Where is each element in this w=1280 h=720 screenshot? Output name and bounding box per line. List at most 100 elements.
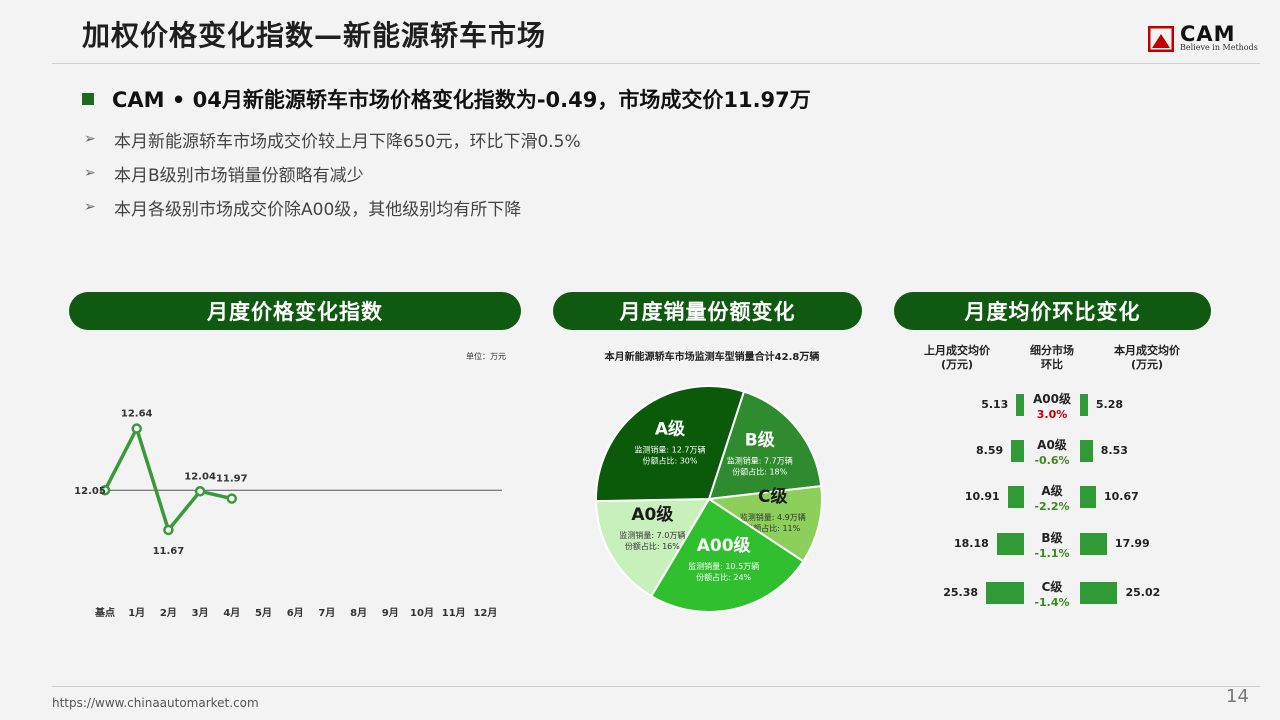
pie-slice xyxy=(595,385,746,503)
slice-volume-label: 监测销量: 7.0万辆 xyxy=(619,530,685,540)
prev-price-label: 18.18 xyxy=(953,537,989,550)
segment-change: -1.1% xyxy=(1034,547,1070,560)
curr-price-bar xyxy=(1080,486,1096,508)
bullet-list: ➢ 本月新能源轿车市场成交价较上月下降650元，环比下滑0.5% ➢ 本月B级别市场… xyxy=(84,122,581,224)
x-tick-label: 8月 xyxy=(350,607,367,619)
curr-price-label: 10.67 xyxy=(1103,490,1139,503)
segment-change: -0.6% xyxy=(1034,454,1070,467)
segment-label: A00级 3.0% xyxy=(1022,392,1082,422)
bullet-text: 本月新能源轿车市场成交价较上月下降650元，环比下滑0.5% xyxy=(114,131,581,152)
slice-name-label: B级 xyxy=(745,430,775,451)
data-point xyxy=(226,493,238,504)
pie-slice xyxy=(649,497,805,613)
slice-volume-label: 监测销量: 4.9万辆 xyxy=(740,512,806,522)
curr-price-label: 17.99 xyxy=(1114,537,1150,550)
prev-price-bar xyxy=(1011,440,1024,462)
curr-price-label: 8.53 xyxy=(1100,444,1128,457)
pie-slice xyxy=(707,390,823,501)
slice-name-label: A0级 xyxy=(631,504,673,525)
x-tick-label: 2月 xyxy=(160,607,177,619)
slice-name-label: A00级 xyxy=(697,535,751,556)
x-tick-label: 7月 xyxy=(318,607,335,619)
data-label: 12.05 xyxy=(74,486,106,497)
segment-name: B级 xyxy=(1041,531,1063,545)
footer-url: https://www.chinaautomarket.com xyxy=(52,696,259,710)
price-index-line-chart: 12.05 12.64 11.67 12.04 11.97 基点 1月 2月 3月 4月 5月 6月 7… xyxy=(74,409,502,619)
arrow-bullet-icon: ➢ xyxy=(84,199,96,215)
segment-name: A0级 xyxy=(1037,438,1067,452)
cam-logo: CAM Believe in Methods xyxy=(1148,22,1258,54)
prev-price-bar xyxy=(986,582,1024,604)
unit-note: 单位：万元 xyxy=(466,352,506,361)
section-title-index: 月度价格变化指数 xyxy=(69,292,521,330)
segment-label: B级 -1.1% xyxy=(1022,531,1082,561)
bullet-text: 本月B级别市场销量份额略有减少 xyxy=(114,165,364,186)
logo-tagline: Believe in Methods xyxy=(1180,43,1258,52)
x-tick-label: 10月 xyxy=(410,607,434,619)
data-label: 12.04 xyxy=(184,471,216,482)
arrow-bullet-icon: ➢ xyxy=(84,131,96,147)
slice-share-label: 份额占比: 24% xyxy=(696,572,751,582)
section-title-avgprice: 月度均价环比变化 xyxy=(894,292,1211,330)
x-tick-label: 9月 xyxy=(382,607,399,619)
page-number: 14 xyxy=(1226,686,1249,707)
slice-volume-label: 监测销量: 12.7万辆 xyxy=(634,444,705,454)
segment-change: -1.4% xyxy=(1034,596,1070,609)
cam-logo-icon xyxy=(1148,26,1174,52)
segment-change: -2.2% xyxy=(1034,500,1070,513)
data-label: 11.67 xyxy=(153,546,185,557)
curr-price-label: 5.28 xyxy=(1095,398,1124,411)
footer-divider xyxy=(52,686,1260,687)
prev-price-bar xyxy=(1016,394,1024,416)
slice-share-label: 份额占比: 11% xyxy=(745,523,800,533)
bullet-item: ➢ 本月各级别市场成交价除A00级，其他级别均有所下降 xyxy=(84,190,581,224)
header-prev-avg: 上月成交均价 (万元) xyxy=(924,344,990,371)
header-segment: 细分市场 环比 xyxy=(1030,344,1074,371)
x-tick-label: 6月 xyxy=(287,607,304,619)
prev-price-label: 5.13 xyxy=(981,398,1009,411)
segment-label: A级 -2.2% xyxy=(1022,484,1082,514)
data-label: 11.97 xyxy=(216,474,248,485)
segment-name: C级 xyxy=(1041,580,1063,594)
curr-price-bar xyxy=(1080,440,1093,462)
x-tick-label: 3月 xyxy=(192,607,209,619)
segment-label: A0级 -0.6% xyxy=(1022,438,1082,468)
prev-price-label: 10.91 xyxy=(964,490,1000,503)
data-point xyxy=(99,484,111,496)
slice-volume-label: 监测销量: 7.7万辆 xyxy=(727,456,793,466)
data-point xyxy=(194,486,206,497)
logo-text: CAM xyxy=(1180,22,1236,46)
slice-share-label: 份额占比: 30% xyxy=(642,455,697,465)
title-divider xyxy=(52,63,1260,64)
slice-name-label: C级 xyxy=(758,486,787,507)
bullet-text: 本月各级别市场成交价除A00级，其他级别均有所下降 xyxy=(114,199,522,220)
slice-share-label: 份额占比: 18% xyxy=(732,467,787,477)
slice-name-label: A级 xyxy=(655,418,685,439)
headline-text: CAM • 04月新能源轿车市场价格变化指数为-0.49，市场成交价11.97万 xyxy=(112,88,811,112)
x-tick-label: 1月 xyxy=(128,607,145,619)
x-tick-label: 4月 xyxy=(223,607,240,619)
headline: CAM • 04月新能源轿车市场价格变化指数为-0.49，市场成交价11.97万 xyxy=(82,84,811,114)
data-point xyxy=(163,524,174,536)
segment-label: C级 -1.4% xyxy=(1022,580,1082,610)
square-bullet-icon xyxy=(82,93,94,105)
pie-slice xyxy=(706,485,823,563)
x-tick-label: 5月 xyxy=(255,607,272,619)
segment-name: A00级 xyxy=(1033,392,1071,406)
x-tick-label: 11月 xyxy=(442,607,466,619)
slice-share-label: 份额占比: 16% xyxy=(625,541,680,551)
curr-price-bar xyxy=(1080,394,1088,416)
prev-price-label: 25.38 xyxy=(943,586,978,599)
curr-price-label: 25.02 xyxy=(1125,586,1161,599)
slice-volume-label: 监测销量: 10.5万辆 xyxy=(688,561,759,571)
page-title: 加权价格变化指数—新能源轿车市场 xyxy=(82,19,547,52)
header-curr-avg: 本月成交均价 (万元) xyxy=(1114,344,1180,371)
x-tick-label: 12月 xyxy=(473,607,497,619)
curr-price-bar xyxy=(1080,533,1107,555)
bullet-item: ➢ 本月新能源轿车市场成交价较上月下降650元，环比下滑0.5% xyxy=(84,122,581,156)
pie-slice xyxy=(595,497,711,598)
segment-change: 3.0% xyxy=(1036,408,1068,421)
prev-price-bar xyxy=(1007,486,1024,508)
x-tick-label: 基点 xyxy=(94,606,115,619)
